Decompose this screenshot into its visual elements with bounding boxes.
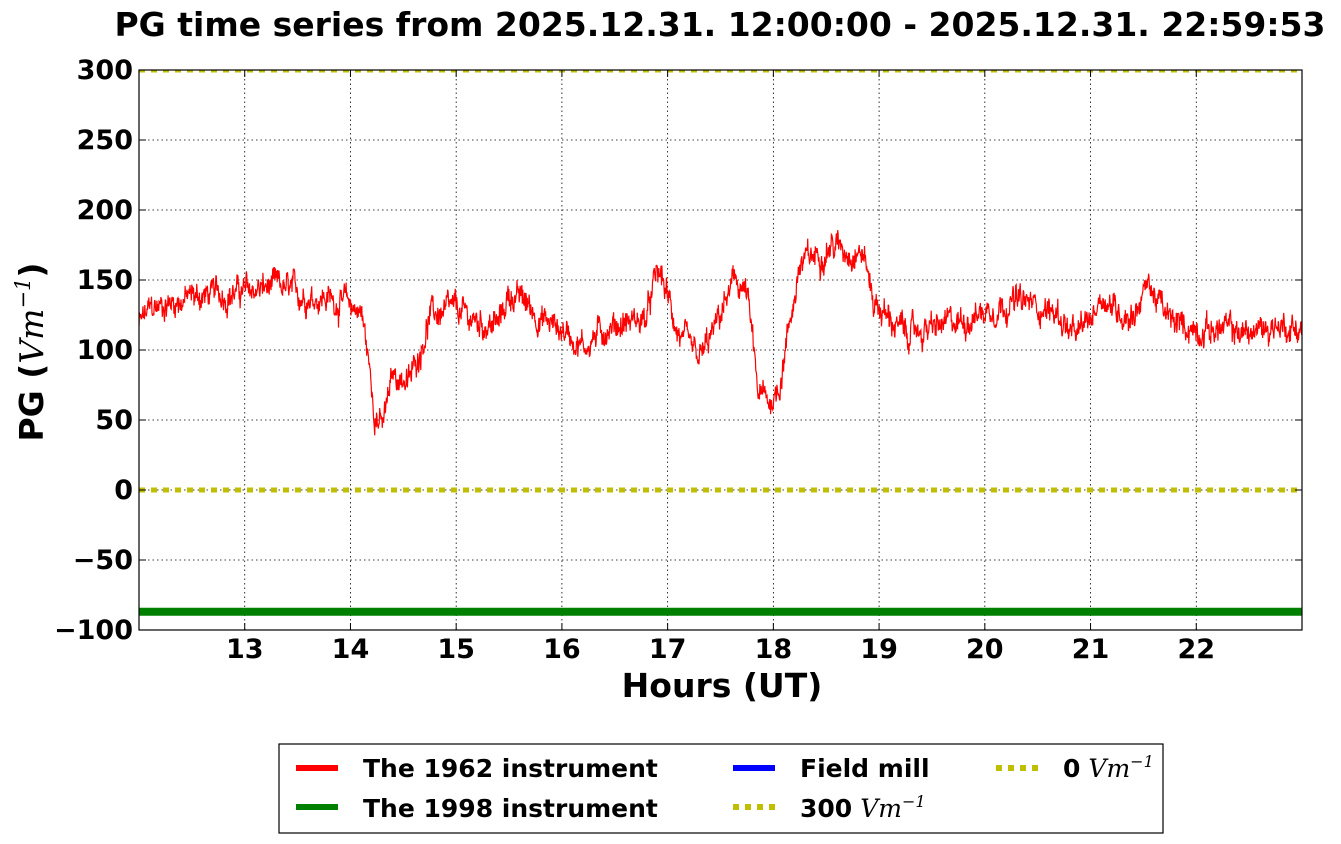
series-group bbox=[139, 70, 1302, 616]
y-tick-label: 300 bbox=[77, 55, 133, 86]
y-tick-label: 100 bbox=[77, 335, 133, 366]
legend-label-300: 300 Vm−1 bbox=[800, 792, 926, 823]
legend-label-0: 0 Vm−1 bbox=[1063, 752, 1154, 783]
y-axis-ticks: −100 −50 0 50 100 150 200 250 300 bbox=[54, 55, 1302, 646]
x-axis-ticks: 13 14 15 16 17 18 19 20 21 22 bbox=[226, 70, 1215, 665]
y-axis-label-unit: Vm bbox=[12, 309, 51, 364]
x-tick-label: 21 bbox=[1072, 634, 1110, 665]
y-axis-label: PG (Vm−1) bbox=[11, 262, 51, 441]
x-tick-label: 22 bbox=[1177, 634, 1215, 665]
legend-box bbox=[278, 743, 1164, 834]
x-tick-label: 14 bbox=[332, 634, 370, 665]
y-axis-label-suffix: ) bbox=[12, 262, 51, 277]
x-tick-label: 20 bbox=[966, 634, 1004, 665]
legend-label-300-exp: −1 bbox=[902, 792, 926, 811]
chart-title: PG time series from 2025.12.31. 12:00:00… bbox=[115, 5, 1326, 44]
x-tick-label: 15 bbox=[437, 634, 475, 665]
legend-label-300-value: 300 bbox=[800, 794, 852, 823]
y-tick-label: 200 bbox=[77, 195, 133, 226]
x-tick-label: 17 bbox=[649, 634, 687, 665]
legend-label-field-mill: Field mill bbox=[800, 754, 930, 783]
plot-area bbox=[139, 70, 1302, 616]
y-tick-label: −50 bbox=[73, 545, 133, 576]
legend-label-1962: The 1962 instrument bbox=[363, 754, 658, 783]
svg-text:PG (Vm−1): PG (Vm−1) bbox=[11, 262, 51, 441]
legend-label-0-unit: Vm bbox=[1088, 754, 1130, 783]
y-tick-label: 0 bbox=[114, 475, 133, 506]
y-tick-label: 250 bbox=[77, 125, 133, 156]
y-axis-label-exponent: −1 bbox=[11, 278, 35, 309]
legend-label-0-value: 0 bbox=[1063, 754, 1080, 783]
x-tick-label: 16 bbox=[543, 634, 581, 665]
series-line-1962-instrument bbox=[139, 230, 1302, 436]
y-tick-label: 150 bbox=[77, 265, 133, 296]
x-axis-label: Hours (UT) bbox=[622, 666, 823, 705]
y-tick-label: −100 bbox=[54, 615, 133, 646]
legend-label-0-exp: −1 bbox=[1130, 752, 1154, 771]
legend-label-300-unit: Vm bbox=[860, 794, 902, 823]
x-tick-label: 13 bbox=[226, 634, 264, 665]
x-tick-label: 19 bbox=[860, 634, 898, 665]
x-tick-label: 18 bbox=[755, 634, 793, 665]
y-tick-label: 50 bbox=[95, 405, 133, 436]
grid-lines bbox=[139, 69, 1302, 631]
y-axis-label-prefix: PG ( bbox=[12, 364, 51, 442]
legend: The 1962 instrument The 1998 instrument … bbox=[278, 743, 1164, 834]
legend-label-1998: The 1998 instrument bbox=[363, 794, 658, 823]
